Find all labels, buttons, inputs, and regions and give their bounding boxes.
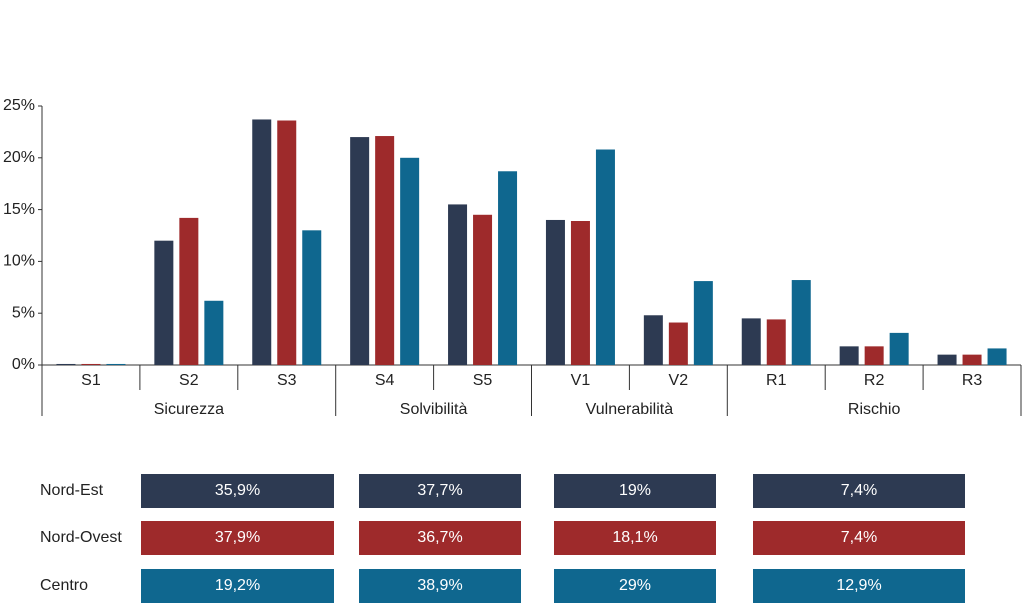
- cell-box: [554, 569, 716, 603]
- y-tick-label: 0%: [12, 356, 35, 373]
- row-label: Nord-Ovest: [40, 529, 122, 546]
- bar: [56, 363, 76, 365]
- bar: [962, 354, 982, 365]
- bar: [987, 348, 1007, 365]
- group-label: Sicurezza: [154, 401, 224, 418]
- bar: [277, 120, 297, 365]
- table-cell: 29%: [554, 569, 716, 603]
- bar: [106, 363, 126, 365]
- bar: [693, 281, 713, 365]
- bar: [252, 119, 272, 365]
- bar: [839, 346, 859, 365]
- bar: [791, 280, 811, 365]
- bar: [81, 363, 101, 365]
- cell-value: 36,7%: [417, 529, 462, 546]
- table-cell: 7,4%: [753, 474, 965, 508]
- table-cell: 35,9%: [141, 474, 334, 508]
- y-tick-label: 25%: [3, 97, 35, 114]
- cell-value: 7,4%: [841, 529, 877, 546]
- bar: [154, 240, 174, 365]
- x-tick-label: R1: [766, 372, 787, 389]
- cell-box: [554, 474, 716, 508]
- cell-value: 19,2%: [215, 577, 260, 594]
- bar: [473, 214, 493, 365]
- cell-box: [753, 521, 965, 555]
- group-label: Solvibilità: [400, 401, 468, 418]
- row-label: Nord-Est: [40, 482, 104, 499]
- bar: [570, 220, 590, 365]
- bar: [448, 204, 468, 365]
- y-tick-label: 15%: [3, 201, 35, 218]
- cell-box: [554, 521, 716, 555]
- y-tick-label: 10%: [3, 253, 35, 270]
- bar: [204, 300, 224, 365]
- cell-value: 7,4%: [841, 482, 877, 499]
- cell-box: [359, 521, 521, 555]
- group-label: Rischio: [848, 401, 901, 418]
- cell-value: 38,9%: [417, 577, 462, 594]
- bar: [864, 346, 884, 365]
- table-cell: 36,7%: [359, 521, 521, 555]
- bar: [643, 315, 663, 365]
- bar: [595, 149, 615, 365]
- bar: [498, 171, 518, 365]
- bar: [889, 332, 909, 365]
- x-tick-label: S4: [375, 372, 395, 389]
- cell-box: [753, 569, 965, 603]
- x-tick-label: V2: [669, 372, 689, 389]
- cell-value: 19%: [619, 482, 651, 499]
- table-cell: 38,9%: [359, 569, 521, 603]
- bar: [350, 137, 370, 365]
- x-tick-label: R2: [864, 372, 885, 389]
- x-tick-label: S3: [277, 372, 297, 389]
- row-label: Centro: [40, 577, 88, 594]
- bar: [741, 318, 761, 365]
- bar: [179, 217, 199, 365]
- x-tick-label: R3: [962, 372, 983, 389]
- y-tick-label: 20%: [3, 149, 35, 166]
- table-cell: 19,2%: [141, 569, 334, 603]
- bar: [668, 322, 688, 365]
- x-tick-label: S5: [473, 372, 493, 389]
- cell-value: 12,9%: [836, 577, 881, 594]
- x-tick-label: S2: [179, 372, 199, 389]
- bar: [545, 219, 565, 365]
- table-cell: 12,9%: [753, 569, 965, 603]
- x-tick-label: V1: [571, 372, 591, 389]
- y-tick-label: 5%: [12, 304, 35, 321]
- cell-box: [141, 474, 334, 508]
- cell-value: 37,9%: [215, 529, 260, 546]
- cell-box: [141, 569, 334, 603]
- group-label: Vulnerabilità: [586, 401, 674, 418]
- cell-box: [141, 521, 334, 555]
- cell-value: 29%: [619, 577, 651, 594]
- bar: [766, 319, 786, 365]
- x-tick-label: S1: [81, 372, 101, 389]
- cell-box: [753, 474, 965, 508]
- bar: [375, 136, 395, 365]
- table-cell: 19%: [554, 474, 716, 508]
- cell-box: [359, 474, 521, 508]
- table-cell: 37,9%: [141, 521, 334, 555]
- bar: [400, 157, 420, 365]
- bar: [937, 354, 957, 365]
- table-cell: 18,1%: [554, 521, 716, 555]
- bar: [302, 230, 322, 365]
- cell-value: 35,9%: [215, 482, 260, 499]
- cell-box: [359, 569, 521, 603]
- table-cell: 37,7%: [359, 474, 521, 508]
- table-cell: 7,4%: [753, 521, 965, 555]
- cell-value: 37,7%: [417, 482, 462, 499]
- cell-value: 18,1%: [612, 529, 657, 546]
